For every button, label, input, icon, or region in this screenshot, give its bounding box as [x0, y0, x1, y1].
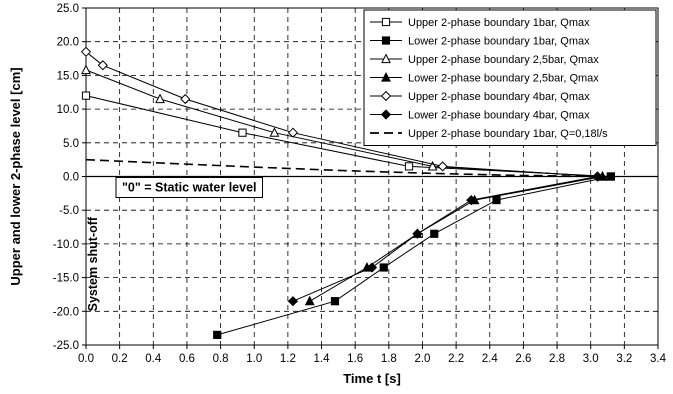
legend-swatch-marker	[380, 109, 392, 120]
series-2-point	[330, 297, 340, 306]
axis-ticks: 0.0 0.2 0.4 0.6 0.8 1.0 1.2 1.4 1.6 1.8 2.0 2.2 2.4 2…	[53, 3, 667, 365]
legend-swatch-marker	[380, 90, 392, 102]
legend-label: Upper 2-phase boundary 1bar, Qmax	[408, 17, 590, 29]
legend-label: Lower 2-phase boundary 2,5bar, Qmax	[408, 73, 599, 85]
legend-swatch-marker	[381, 36, 391, 45]
legend-swatch-marker	[381, 72, 391, 82]
x-tick-label: 1.6	[347, 353, 363, 365]
legend-item: Lower 2-phase boundary 4bar, Qmax	[370, 109, 590, 122]
x-tick-label: 3.4	[650, 353, 667, 365]
legend-item: Lower 2-phase boundary 1bar, Qmax	[370, 36, 590, 48]
legend-item: Upper 2-phase boundary 4bar, Qmax	[370, 90, 590, 103]
x-tick-label: 0.0	[78, 353, 94, 365]
x-tick-label: 1.4	[314, 353, 331, 365]
x-tick-label: 2.6	[515, 353, 531, 365]
series-2-point	[379, 263, 388, 272]
series-5-point	[80, 46, 92, 57]
x-tick-label: 2.2	[448, 353, 464, 365]
legend-box	[363, 9, 657, 146]
series-6-point	[412, 228, 423, 239]
series-6-line	[292, 176, 598, 302]
system-shutoff-label: System shut-off	[86, 216, 100, 311]
static-water-level-annotation: "0" = Static water level	[115, 177, 263, 198]
y-tick-label: 0.0	[63, 172, 79, 184]
series-6-point	[287, 296, 299, 307]
y-tick-label: -5.0	[59, 205, 79, 217]
x-tick-label: 2.0	[414, 353, 430, 365]
legend-item: Upper 2-phase boundary 1bar, Qmax	[370, 17, 590, 29]
legend-item: Lower 2-phase boundary 2,5bar, Qmax	[370, 72, 599, 85]
series-2-point	[430, 229, 439, 238]
x-tick-label: 3.0	[583, 353, 599, 365]
series-4-point	[304, 295, 315, 306]
series-6-point	[466, 194, 477, 206]
series-3-point	[269, 127, 280, 137]
series-1-point	[81, 91, 91, 100]
series-2-point	[606, 172, 615, 181]
x-axis-title: Time t [s]	[343, 371, 401, 386]
y-tick-label: 15.0	[57, 70, 79, 82]
static-water-level-box	[115, 177, 263, 198]
x-tick-label: 2.8	[549, 353, 565, 365]
legend-swatch-marker	[381, 17, 391, 27]
x-tick-label: 0.4	[145, 353, 162, 365]
series-1-point	[404, 162, 414, 171]
x-tick-label: 0.2	[112, 353, 128, 365]
series-7	[85, 158, 600, 178]
y-tick-label: -20.0	[53, 306, 79, 318]
x-tick-label: 0.6	[179, 353, 195, 365]
legend-label: Upper 2-phase boundary 4bar, Qmax	[408, 91, 590, 103]
series-2-point	[213, 330, 222, 339]
legend-item: Upper 2-phase boundary 1bar, Q=0,18l/s	[370, 128, 608, 140]
legend-label: Lower 2-phase boundary 1bar, Qmax	[408, 36, 590, 48]
series-layer	[80, 46, 615, 339]
series-7-line	[85, 158, 600, 178]
y-axis-title: Upper and lower 2-phase level [cm]	[8, 67, 23, 285]
series-2	[213, 172, 615, 339]
system-shutoff-annotation: System shut-off	[86, 216, 100, 311]
series-3-point	[81, 64, 91, 75]
x-tick-label: 1.2	[280, 353, 296, 365]
legend-item: Upper 2-phase boundary 2,5bar, Qmax	[370, 53, 599, 66]
series-5-point	[437, 161, 448, 172]
y-tick-label: 10.0	[57, 104, 79, 116]
y-tick-label: -15.0	[53, 273, 79, 285]
series-5-point	[97, 60, 108, 71]
series-1-point	[238, 128, 247, 137]
series-5-point	[287, 127, 299, 138]
series-2-line	[217, 176, 612, 336]
series-6	[287, 171, 603, 307]
legend-swatch-marker	[381, 53, 391, 64]
y-tick-label: 5.0	[63, 138, 79, 150]
y-tick-label: 25.0	[57, 3, 79, 15]
series-2-point	[492, 195, 501, 205]
series-6-point	[366, 262, 378, 273]
legend-label: Upper 2-phase boundary 1bar, Q=0,18l/s	[408, 128, 608, 140]
legend-label: Lower 2-phase boundary 4bar, Qmax	[408, 110, 590, 122]
legend-label: Upper 2-phase boundary 2,5bar, Qmax	[408, 54, 599, 66]
y-tick-label: -10.0	[53, 239, 79, 251]
series-5-point	[180, 93, 191, 105]
x-tick-label: 1.0	[246, 353, 262, 365]
x-tick-label: 2.4	[482, 353, 499, 365]
x-tick-label: 0.8	[213, 353, 229, 365]
x-tick-label: 3.2	[616, 353, 632, 365]
y-tick-label: -25.0	[53, 340, 79, 352]
legend: Upper 2-phase boundary 1bar, Qmax Lower 2…	[363, 9, 657, 146]
series-3-point	[427, 160, 438, 171]
static-water-level-label: "0" = Static water level	[122, 181, 257, 195]
y-tick-label: 20.0	[57, 37, 79, 49]
series-3-point	[155, 93, 165, 104]
x-tick-label: 1.8	[381, 353, 397, 365]
